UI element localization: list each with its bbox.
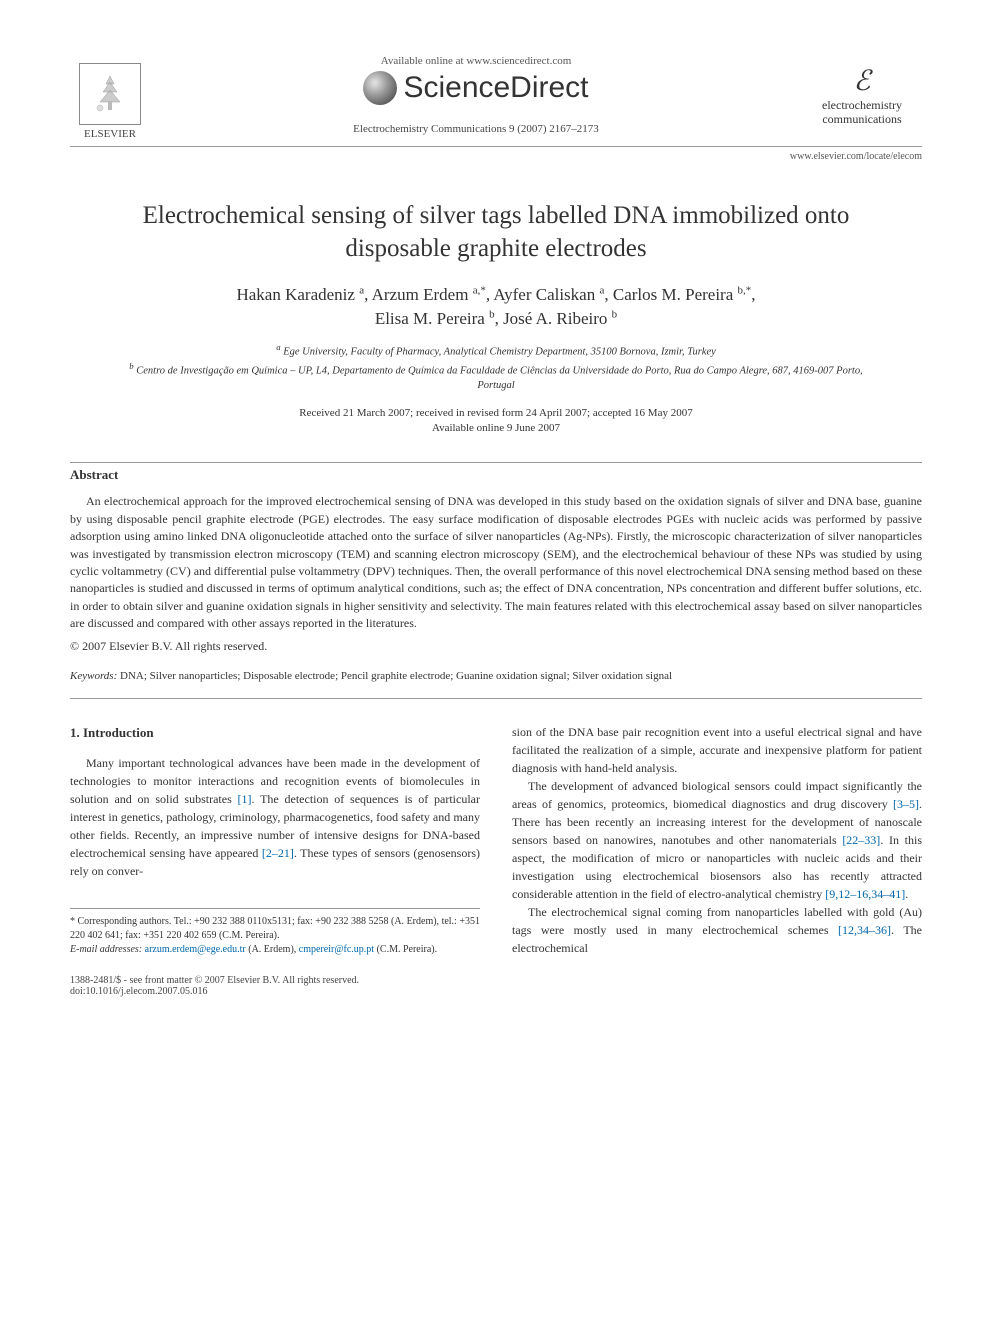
footnotes: * Corresponding authors. Tel.: +90 232 3… xyxy=(70,908,480,957)
dates-block: Received 21 March 2007; received in revi… xyxy=(70,406,922,437)
ref-link-1[interactable]: [1] xyxy=(238,792,252,806)
body-columns: 1. Introduction Many important technolog… xyxy=(70,723,922,958)
top-rule xyxy=(70,146,922,147)
affiliation-a: a Ege University, Faculty of Pharmacy, A… xyxy=(110,341,882,360)
keywords-line: Keywords: DNA; Silver nanoparticles; Dis… xyxy=(70,670,922,682)
footnote-corresponding: * Corresponding authors. Tel.: +90 232 3… xyxy=(70,915,480,943)
email-link-1[interactable]: arzum.erdem@ege.edu.tr xyxy=(145,944,246,955)
intro-p1-cont: sion of the DNA base pair recognition ev… xyxy=(512,723,922,777)
intro-p2: The development of advanced biological s… xyxy=(512,777,922,903)
affiliations: a Ege University, Faculty of Pharmacy, A… xyxy=(110,341,882,394)
intro-p3: The electrochemical signal coming from n… xyxy=(512,903,922,957)
footer-doi: doi:10.1016/j.elecom.2007.05.016 xyxy=(70,986,359,997)
abstract-text: An electrochemical approach for the impr… xyxy=(70,493,922,632)
dates-received: Received 21 March 2007; received in revi… xyxy=(70,406,922,421)
elsevier-tree-icon xyxy=(79,63,141,125)
abstract-top-rule xyxy=(70,462,922,463)
keywords-label: Keywords: xyxy=(70,670,117,682)
abstract-bottom-rule xyxy=(70,698,922,699)
left-column: 1. Introduction Many important technolog… xyxy=(70,723,480,958)
center-header: Available online at www.sciencedirect.co… xyxy=(150,55,802,135)
footer-row: 1388-2481/$ - see front matter © 2007 El… xyxy=(70,975,922,997)
ref-link-5[interactable]: [9,12–16,34–41] xyxy=(825,887,905,901)
elsevier-logo: ELSEVIER xyxy=(70,50,150,140)
journal-name-1: electrochemistry xyxy=(802,98,922,112)
ref-link-4[interactable]: [22–33] xyxy=(842,833,880,847)
right-column: sion of the DNA base pair recognition ev… xyxy=(512,723,922,958)
email-link-2[interactable]: cmpereir@fc.up.pt xyxy=(299,944,374,955)
authors-line: Hakan Karadeniz a, Arzum Erdem a,*, Ayfe… xyxy=(70,283,922,331)
article-title: Electrochemical sensing of silver tags l… xyxy=(110,200,882,265)
journal-name-2: communications xyxy=(802,112,922,126)
abstract-copyright: © 2007 Elsevier B.V. All rights reserved… xyxy=(70,639,922,654)
available-online-text: Available online at www.sciencedirect.co… xyxy=(150,55,802,67)
journal-url: www.elsevier.com/locate/elecom xyxy=(70,151,922,162)
affiliation-b: b Centro de Investigação em Química – UP… xyxy=(110,360,882,394)
ref-link-6[interactable]: [12,34–36] xyxy=(838,923,891,937)
section-heading-intro: 1. Introduction xyxy=(70,723,480,743)
sciencedirect-text: ScienceDirect xyxy=(403,71,588,105)
sciencedirect-logo: ScienceDirect xyxy=(150,71,802,105)
elsevier-label: ELSEVIER xyxy=(84,128,136,140)
ref-link-2[interactable]: [2–21] xyxy=(262,846,294,860)
footer-left: 1388-2481/$ - see front matter © 2007 El… xyxy=(70,975,359,997)
dates-available: Available online 9 June 2007 xyxy=(70,421,922,436)
header-row: ELSEVIER Available online at www.science… xyxy=(70,50,922,140)
abstract-heading: Abstract xyxy=(70,467,922,483)
sciencedirect-icon xyxy=(363,71,397,105)
intro-p1: Many important technological advances ha… xyxy=(70,754,480,880)
email-label: E-mail addresses: xyxy=(70,944,142,955)
citation-text: Electrochemistry Communications 9 (2007)… xyxy=(150,123,802,135)
footer-front-matter: 1388-2481/$ - see front matter © 2007 El… xyxy=(70,975,359,986)
footnote-emails: E-mail addresses: arzum.erdem@ege.edu.tr… xyxy=(70,943,480,957)
keywords-text: DNA; Silver nanoparticles; Disposable el… xyxy=(120,670,672,682)
journal-logo: ℰ electrochemistry communications xyxy=(802,64,922,127)
journal-symbol: ℰ xyxy=(802,64,922,98)
ref-link-3[interactable]: [3–5] xyxy=(893,797,919,811)
